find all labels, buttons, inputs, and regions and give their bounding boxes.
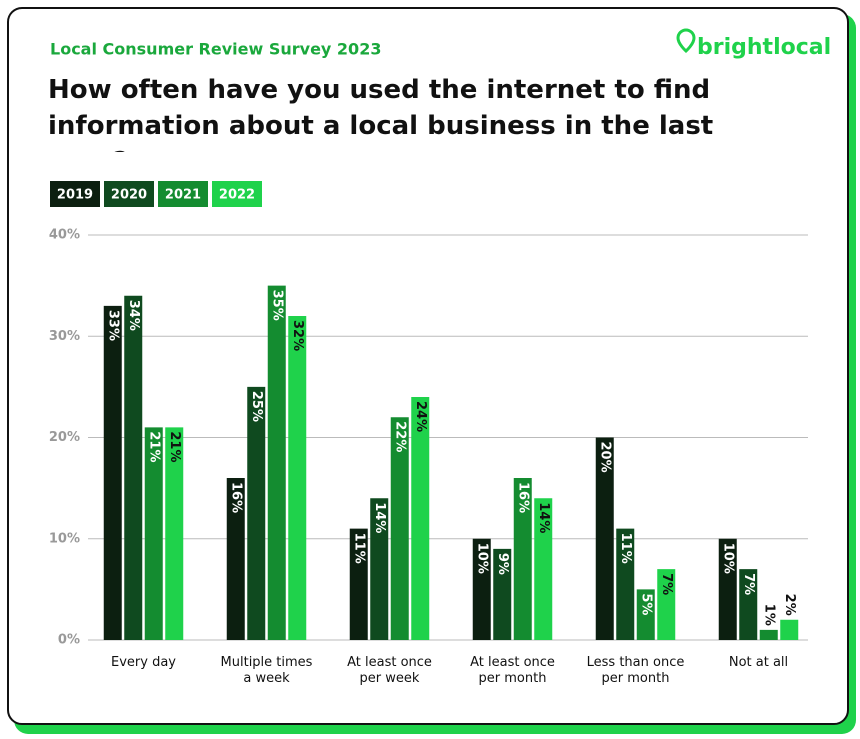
value-label: 34%: [126, 300, 141, 331]
value-label: 14%: [536, 502, 551, 533]
value-label: 9%: [495, 553, 510, 575]
bar: [534, 498, 553, 640]
bar: [780, 619, 799, 640]
value-label: 24%: [413, 401, 428, 432]
value-label: 16%: [228, 482, 243, 513]
value-label: 35%: [269, 290, 284, 321]
value-label: 11%: [618, 533, 633, 564]
legend-label: 2019: [57, 188, 93, 203]
bar: [636, 589, 655, 640]
value-label: 10%: [720, 543, 735, 574]
bar: [288, 316, 307, 640]
bar: [513, 478, 532, 640]
value-label: 5%: [638, 593, 653, 615]
x-tick-label: Multiple times a week: [220, 655, 313, 686]
value-label: 20%: [597, 442, 612, 473]
bar: [739, 569, 758, 640]
value-label: 7%: [741, 573, 756, 595]
value-label: 2%: [782, 594, 797, 616]
x-tick-label: Every day: [111, 655, 176, 670]
bar: [267, 285, 286, 640]
bar: [124, 295, 143, 640]
legend-label: 2021: [165, 188, 201, 203]
x-tick-label: At least once per month: [470, 655, 555, 686]
legend-label: 2020: [111, 188, 147, 203]
y-tick-label: 20%: [49, 430, 80, 445]
legend-swatch: [104, 181, 154, 207]
value-label: 33%: [105, 310, 120, 341]
legend-label: 2022: [219, 188, 255, 203]
logo: brightlocal: [676, 28, 831, 60]
subtitle: Local Consumer Review Survey 2023: [50, 40, 381, 59]
bar: [472, 538, 491, 640]
value-label: 14%: [372, 502, 387, 533]
bar: [411, 397, 430, 640]
x-tick-label: At least once per week: [347, 655, 432, 686]
bar: [657, 569, 676, 640]
brand: brightlocal: [697, 35, 831, 60]
value-label: 25%: [249, 391, 264, 422]
bar: [390, 417, 409, 640]
bar: [718, 538, 737, 640]
value-label: 10%: [474, 543, 489, 574]
value-label: 21%: [146, 431, 161, 462]
bar: [493, 548, 512, 640]
logo-icon: [676, 28, 696, 53]
x-tick-label: Less than once per month: [586, 655, 685, 686]
bar: [616, 528, 635, 640]
legend-swatch: [212, 181, 262, 207]
legend-swatch: [158, 181, 208, 207]
bar: [370, 498, 389, 640]
y-tick-label: 0%: [58, 633, 80, 648]
title-box: How often have you used the internet to …: [48, 75, 714, 152]
bar: [165, 427, 184, 640]
bar: [226, 478, 245, 640]
x-tick-label: Not at all: [728, 655, 789, 670]
y-tick-label: 30%: [49, 329, 80, 344]
value-label: 16%: [515, 482, 530, 513]
y-tick-label: 40%: [49, 228, 80, 243]
bar: [247, 386, 266, 640]
value-label: 11%: [351, 533, 366, 564]
value-label: 7%: [659, 573, 674, 595]
bar: [759, 629, 778, 640]
y-tick-label: 10%: [49, 531, 80, 546]
legend-swatch: [50, 181, 100, 207]
bar: [349, 528, 368, 640]
chart-title: How often have you used the internet to …: [48, 75, 714, 152]
bar: [595, 437, 614, 640]
value-label: 22%: [392, 421, 407, 452]
bar: [103, 305, 122, 640]
value-label: 21%: [167, 431, 182, 462]
value-label: 32%: [290, 320, 305, 351]
bar: [144, 427, 163, 640]
value-label: 1%: [761, 604, 776, 626]
